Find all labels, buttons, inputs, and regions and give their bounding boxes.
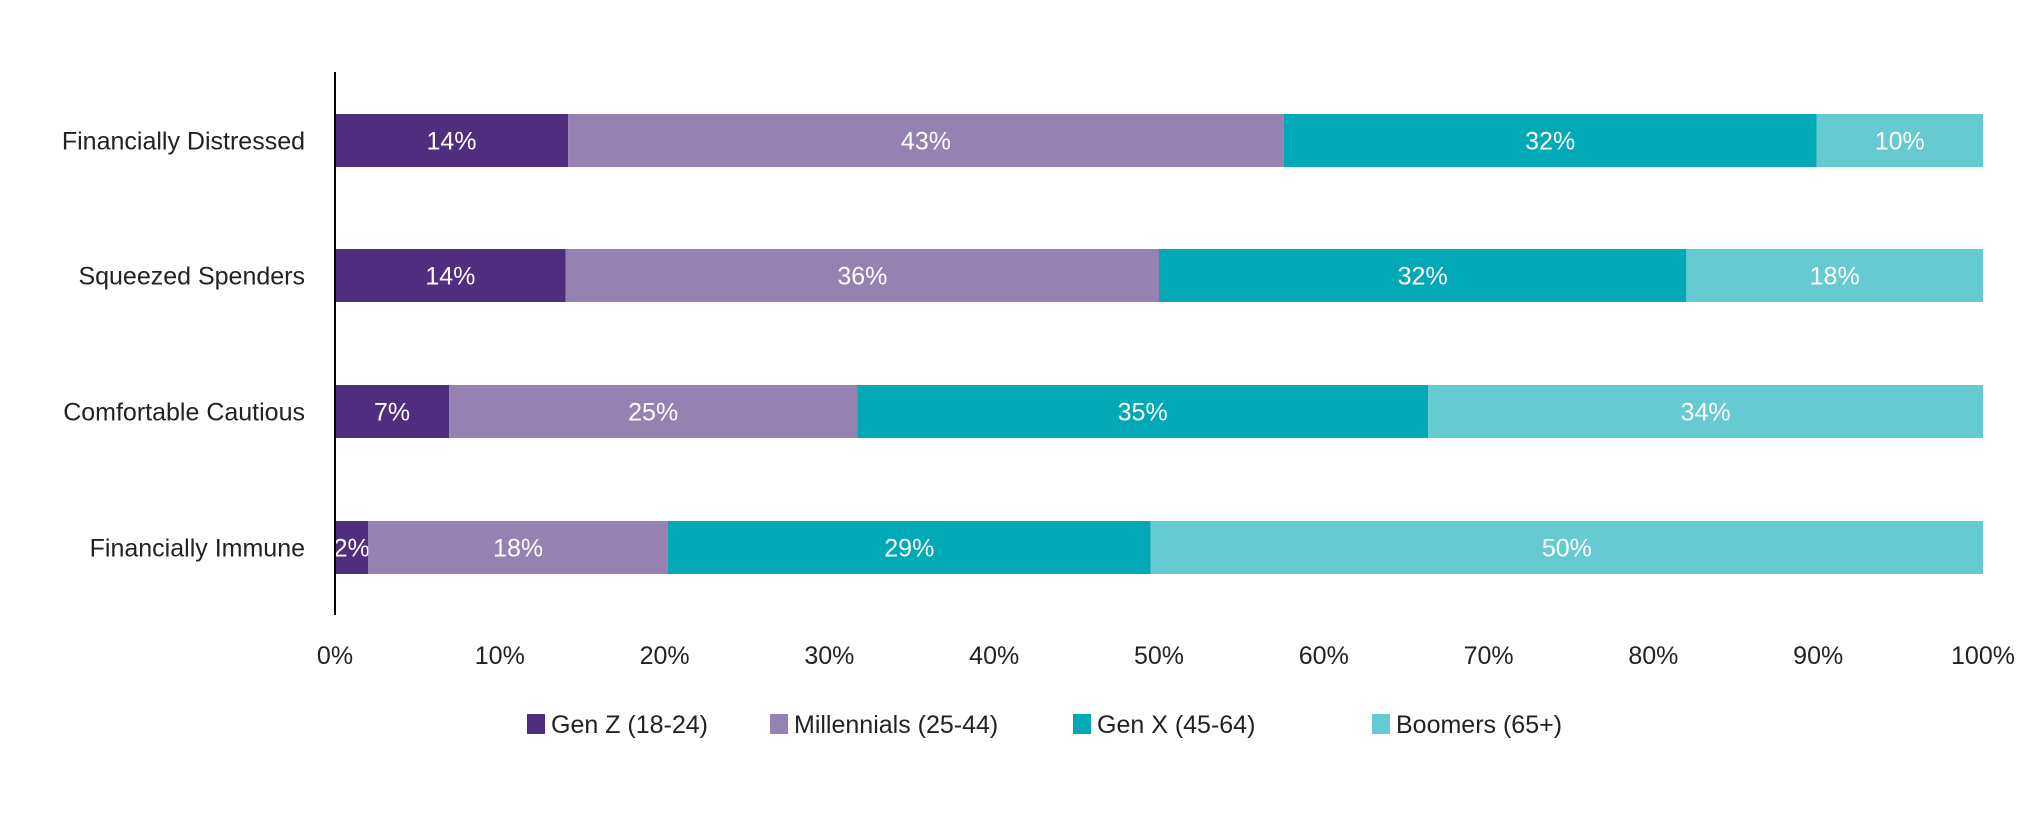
- x-tick-label: 30%: [804, 642, 854, 670]
- legend-label: Millennials (25-44): [794, 711, 998, 739]
- legend-swatch: [527, 714, 545, 734]
- bar-segment: [565, 249, 1159, 302]
- legend-swatch: [1372, 714, 1390, 734]
- bar-segment: [1159, 249, 1687, 302]
- data-label: 7%: [374, 399, 410, 427]
- data-label: 25%: [628, 399, 678, 427]
- bar-segment: [335, 249, 566, 302]
- data-label: 29%: [884, 535, 934, 563]
- data-label: 35%: [1118, 399, 1168, 427]
- category-label: Financially Distressed: [62, 128, 305, 156]
- bar-segment: [1150, 521, 1983, 574]
- data-label: 14%: [425, 263, 475, 291]
- x-tick-label: 50%: [1134, 642, 1184, 670]
- legend-swatch: [1073, 714, 1091, 734]
- data-label: 36%: [837, 263, 887, 291]
- bar-segment: [568, 114, 1284, 167]
- category-label: Comfortable Cautious: [63, 399, 305, 427]
- legend-swatch: [770, 714, 788, 734]
- bar-segment: [1283, 114, 1817, 167]
- x-tick-label: 60%: [1299, 642, 1349, 670]
- x-tick-label: 70%: [1464, 642, 1514, 670]
- data-label: 34%: [1681, 399, 1731, 427]
- data-label: 2%: [334, 535, 370, 563]
- x-tick-label: 0%: [317, 642, 353, 670]
- data-label: 10%: [1875, 128, 1925, 156]
- x-tick-label: 90%: [1793, 642, 1843, 670]
- legend-label: Gen X (45-64): [1097, 711, 1255, 739]
- x-tick-label: 10%: [475, 642, 525, 670]
- category-label: Financially Immune: [90, 535, 305, 563]
- legend-label: Gen Z (18-24): [551, 711, 708, 739]
- x-tick-label: 20%: [640, 642, 690, 670]
- data-label: 14%: [427, 128, 477, 156]
- data-label: 50%: [1542, 535, 1592, 563]
- bar-segment: [335, 521, 369, 574]
- bar-segment: [335, 114, 569, 167]
- bar-segment: [335, 385, 450, 438]
- data-label: 18%: [1810, 263, 1860, 291]
- x-tick-label: 80%: [1628, 642, 1678, 670]
- bar-segment: [1686, 249, 1983, 302]
- legend-label: Boomers (65+): [1396, 711, 1562, 739]
- x-tick-label: 100%: [1951, 642, 2015, 670]
- data-label: 18%: [493, 535, 543, 563]
- bar-segment: [857, 385, 1429, 438]
- category-label: Squeezed Spenders: [78, 263, 305, 291]
- bar-segment: [449, 385, 858, 438]
- bar-segment: [1428, 385, 1983, 438]
- x-tick-label: 40%: [969, 642, 1019, 670]
- data-label: 43%: [901, 128, 951, 156]
- bar-segment: [368, 521, 668, 574]
- data-label: 32%: [1525, 128, 1575, 156]
- bar-segment: [667, 521, 1151, 574]
- bar-segment: [1816, 114, 1983, 167]
- data-label: 32%: [1398, 263, 1448, 291]
